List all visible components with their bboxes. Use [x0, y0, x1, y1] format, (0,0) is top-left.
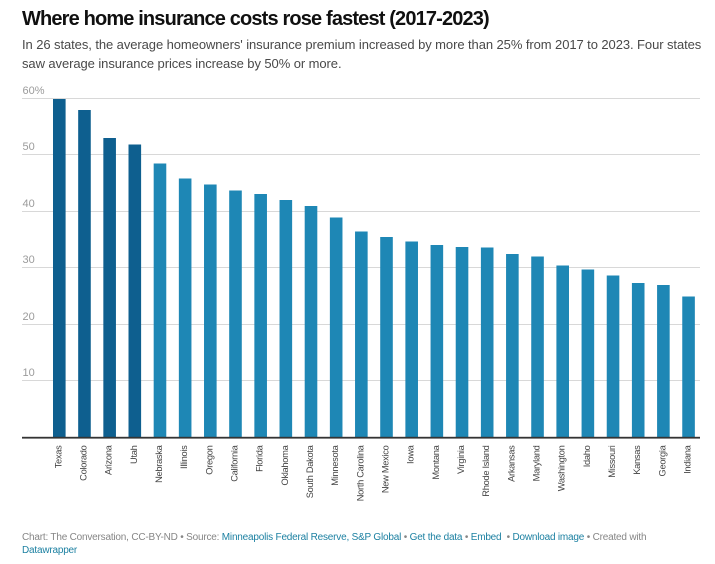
svg-text:Georgia: Georgia [657, 444, 667, 476]
svg-text:California: California [229, 444, 239, 481]
svg-text:10: 10 [23, 367, 35, 379]
svg-text:Utah: Utah [129, 445, 139, 464]
svg-text:Kansas: Kansas [632, 445, 642, 475]
svg-text:Washington: Washington [557, 445, 567, 491]
svg-text:Florida: Florida [255, 444, 265, 471]
svg-text:Colorado: Colorado [78, 445, 88, 480]
svg-text:Oregon: Oregon [204, 445, 214, 474]
svg-text:Montana: Montana [431, 444, 441, 479]
svg-text:50: 50 [23, 141, 35, 153]
svg-text:Arkansas: Arkansas [506, 445, 516, 482]
svg-text:North Carolina: North Carolina [355, 444, 365, 501]
svg-text:Rhode Island: Rhode Island [481, 445, 491, 496]
svg-text:Missouri: Missouri [607, 445, 617, 477]
svg-text:Nebraska: Nebraska [154, 444, 164, 483]
svg-text:Indiana: Indiana [683, 444, 693, 474]
svg-text:Idaho: Idaho [582, 445, 592, 467]
svg-text:20: 20 [23, 311, 35, 323]
svg-text:Minnesota: Minnesota [330, 444, 340, 485]
svg-text:Texas: Texas [53, 445, 63, 468]
svg-text:Arizona: Arizona [104, 444, 114, 475]
svg-text:30: 30 [23, 254, 35, 266]
svg-text:New Mexico: New Mexico [381, 445, 391, 493]
svg-text:60%: 60% [23, 85, 45, 97]
svg-text:Oklahoma: Oklahoma [280, 444, 290, 485]
svg-text:Virginia: Virginia [456, 444, 466, 474]
svg-text:40: 40 [23, 198, 35, 210]
svg-text:South Dakota: South Dakota [305, 444, 315, 498]
svg-text:Illinois: Illinois [179, 445, 189, 469]
svg-text:Maryland: Maryland [532, 445, 542, 481]
svg-text:Iowa: Iowa [406, 444, 416, 464]
